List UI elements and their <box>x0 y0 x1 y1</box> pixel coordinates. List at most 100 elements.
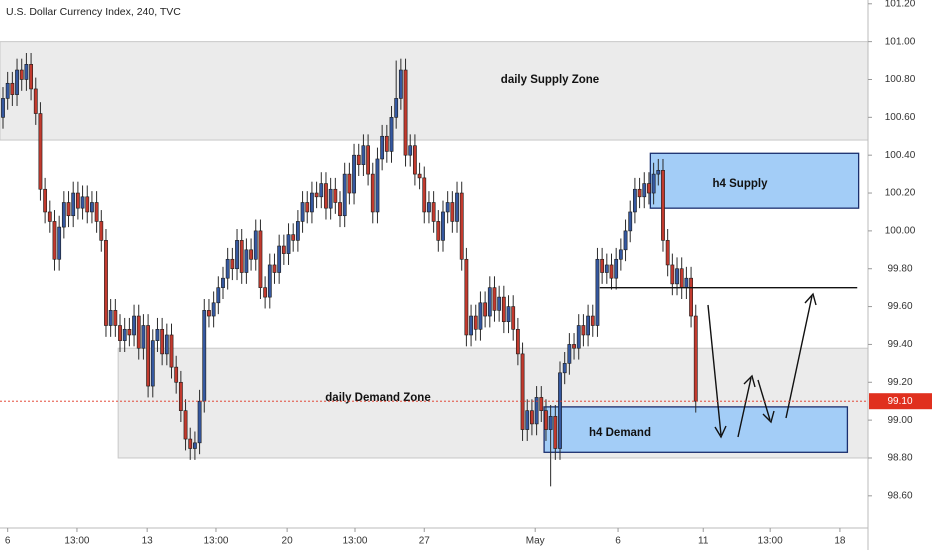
candle-body <box>267 264 272 298</box>
y-tick-label: 99.60 <box>887 301 912 312</box>
candle-body <box>478 302 483 330</box>
candle-body <box>5 82 10 99</box>
candle-body <box>108 310 113 326</box>
candle-body <box>310 192 314 213</box>
zone <box>0 41 869 141</box>
candle-body <box>342 173 347 217</box>
arrow <box>707 304 727 439</box>
candle-body <box>562 363 567 374</box>
y-tick-label: 99.00 <box>887 415 912 426</box>
candle-body <box>614 258 619 279</box>
y-tick-label: 100.00 <box>885 226 916 237</box>
candle-body <box>314 192 319 198</box>
candle-body <box>511 306 516 330</box>
candle-body <box>272 264 277 273</box>
candle-body <box>544 410 548 430</box>
candle-body <box>338 202 342 217</box>
y-tick-label: 99.80 <box>887 263 912 274</box>
candle-body <box>595 258 600 326</box>
candle-body <box>427 202 431 213</box>
x-tick-label: 20 <box>282 536 294 547</box>
y-tick-label: 99.40 <box>887 339 912 350</box>
candle-body <box>150 340 155 387</box>
candle-body <box>548 416 553 430</box>
candle-body <box>651 173 656 194</box>
candle-body <box>600 258 605 273</box>
y-tick-label: 100.60 <box>885 112 916 123</box>
last-price-label: 99.10 <box>887 396 912 407</box>
candle-body <box>384 135 389 152</box>
candle-body <box>324 183 328 209</box>
candle-body <box>590 315 595 326</box>
x-tick-label: 6 <box>5 536 11 547</box>
x-tick-label: 13:00 <box>64 536 89 547</box>
candle-body <box>258 230 263 288</box>
candle-body <box>178 381 183 411</box>
candle-body <box>679 268 684 288</box>
candle-body <box>525 410 530 430</box>
candle-body <box>61 202 66 228</box>
candle-body <box>661 170 665 241</box>
candle-body <box>483 302 488 317</box>
candle-body <box>366 145 370 175</box>
candle-body <box>57 226 62 260</box>
candle-body <box>553 416 558 449</box>
candle-body <box>43 188 48 213</box>
candle-body <box>33 88 38 114</box>
x-tick-label: 13:00 <box>203 536 228 547</box>
candle-body <box>628 211 633 232</box>
zone <box>543 406 849 453</box>
zone-label: daily Demand Zone <box>325 392 430 404</box>
candle-body <box>417 173 422 179</box>
candle-body <box>473 315 478 330</box>
candle-body <box>52 221 57 260</box>
candle-body <box>431 202 436 222</box>
candle-body <box>389 117 394 152</box>
candle-body <box>689 277 693 317</box>
candle-body <box>693 315 698 402</box>
arrow <box>737 374 756 438</box>
zone <box>649 152 860 209</box>
candle-body <box>183 410 188 440</box>
candle-body <box>104 240 108 326</box>
candle-body <box>174 366 179 383</box>
y-tick-label: 98.60 <box>887 490 912 501</box>
candle-body <box>253 230 258 260</box>
candle-body <box>221 277 225 288</box>
candle-body <box>501 296 506 323</box>
candle-body <box>281 245 286 254</box>
candle-body <box>239 240 244 273</box>
candle-body <box>520 353 525 430</box>
candle-body <box>347 173 352 194</box>
candle-body <box>197 400 202 444</box>
x-tick-label: 13 <box>142 536 154 547</box>
candle-body <box>361 145 366 165</box>
y-tick-label: 101.20 <box>885 0 916 9</box>
candle-body <box>277 245 282 273</box>
candle-body <box>29 64 33 90</box>
candle-body <box>576 325 581 349</box>
candle-body <box>235 240 239 270</box>
candle-body <box>436 221 441 241</box>
x-tick-label: May <box>526 536 545 547</box>
candle-body <box>146 325 150 387</box>
candle-body <box>132 315 136 336</box>
candle-body <box>202 310 207 402</box>
candle-body <box>230 258 235 270</box>
candle-body <box>441 211 445 241</box>
candle-body <box>122 328 127 341</box>
candle-body <box>637 188 642 198</box>
candle-body <box>10 82 15 95</box>
candle-body <box>141 325 146 349</box>
candle-body <box>647 183 651 194</box>
candle-body <box>164 334 169 355</box>
chart-title: U.S. Dollar Currency Index, 240, TVC <box>6 6 181 18</box>
candle-body <box>118 325 122 341</box>
candle-body <box>319 183 324 198</box>
y-tick-label: 101.00 <box>885 36 916 47</box>
candle-body <box>604 264 609 273</box>
zone-label: h4 Supply <box>713 178 769 190</box>
candle-body <box>136 315 141 349</box>
candle-body <box>249 249 253 260</box>
